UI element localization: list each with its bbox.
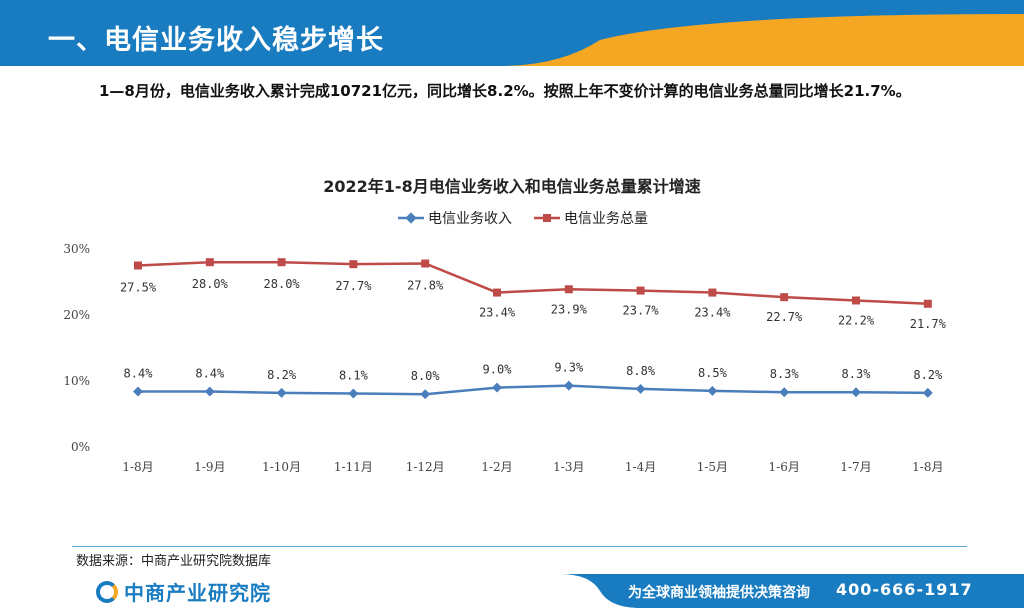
y-tick-label: 20% <box>63 308 90 322</box>
logo-mark-icon <box>96 580 118 603</box>
series-line-revenue <box>138 384 928 396</box>
data-label: 23.4% <box>479 306 516 320</box>
data-label: 8.4% <box>195 367 225 381</box>
data-label: 28.0% <box>192 277 229 291</box>
data-label: 22.7% <box>766 310 803 324</box>
intro-paragraph: 1—8月份，电信业务收入累计完成10721亿元，同比增长8.2%。按照上年不变价… <box>99 82 911 100</box>
y-tick-label: 10% <box>63 374 90 388</box>
header-background <box>0 0 1024 66</box>
data-label: 22.2% <box>838 313 875 327</box>
x-tick-label: 1-3月 <box>553 460 584 474</box>
data-label: 27.5% <box>120 281 157 295</box>
data-label: 8.3% <box>842 367 872 381</box>
data-point <box>564 285 573 294</box>
data-label: 8.2% <box>267 368 297 382</box>
x-tick-label: 1-12月 <box>406 460 445 474</box>
data-point <box>134 261 142 270</box>
data-point <box>707 385 718 396</box>
chart-legend: 电信业务收入 电信业务总量 <box>398 211 648 227</box>
data-point <box>922 387 933 398</box>
data-label: 27.8% <box>407 279 444 293</box>
x-tick-label: 1-10月 <box>262 460 301 474</box>
logo-text: 中商产业研究院 <box>124 581 271 605</box>
data-label: 27.7% <box>335 279 372 293</box>
data-label: 23.9% <box>551 302 588 316</box>
data-point <box>277 258 286 267</box>
line-chart: 2022年1-8月电信业务收入和电信业务总量累计增速 电信业务收入 电信业务总量… <box>63 177 947 474</box>
x-tick-label: 1-4月 <box>625 460 656 474</box>
data-label: 8.5% <box>698 366 728 380</box>
x-tick-label: 1-8月 <box>912 460 943 474</box>
x-tick-label: 1-11月 <box>334 460 373 474</box>
data-point <box>851 387 861 398</box>
data-point <box>779 387 790 398</box>
legend-marker-revenue <box>405 212 417 224</box>
data-label: 9.0% <box>483 363 513 377</box>
data-point <box>708 288 717 297</box>
data-point <box>348 388 359 399</box>
data-label: 23.4% <box>694 306 731 320</box>
data-point <box>205 258 214 267</box>
data-label: 8.2% <box>913 368 943 382</box>
data-point <box>420 389 431 400</box>
data-point <box>635 383 646 394</box>
y-tick-label: 30% <box>63 242 90 256</box>
footer-banner <box>0 574 1024 608</box>
x-tick-label: 1-8月 <box>122 460 153 474</box>
footer-divider <box>72 546 967 547</box>
slogan: 为全球商业领袖提供决策咨询 <box>628 585 810 601</box>
x-tick-label: 1-6月 <box>769 460 800 474</box>
plot-area: 8.4% 8.4% 8.2% 8.1% 8.0% 9.0% 9.3% 8.8% 8.5% 8.3%… <box>120 258 947 400</box>
data-label: 23.7% <box>623 304 660 318</box>
series-line-volume <box>137 260 928 306</box>
data-label: 8.4% <box>124 367 154 381</box>
x-tick-label: 1-9月 <box>194 460 225 474</box>
y-tick-label: 0% <box>71 440 90 454</box>
data-point <box>636 286 645 295</box>
data-label: 8.0% <box>411 369 441 383</box>
x-tick-label: 1-2月 <box>481 460 512 474</box>
legend-label-volume: 电信业务总量 <box>564 211 648 227</box>
data-point <box>276 387 287 398</box>
data-point <box>349 260 358 269</box>
data-point <box>492 382 502 393</box>
data-label: 8.3% <box>770 367 800 381</box>
chart-title: 2022年1-8月电信业务收入和电信业务总量累计增速 <box>323 177 700 196</box>
data-point <box>133 386 143 397</box>
x-tick-label: 1-5月 <box>697 460 728 474</box>
header-banner: 一、电信业务收入稳步增长 <box>0 0 1024 66</box>
legend-label-revenue: 电信业务收入 <box>428 211 512 227</box>
data-point <box>493 288 501 297</box>
data-source: 数据来源：中商产业研究院数据库 <box>76 554 272 569</box>
data-point <box>204 386 215 397</box>
data-point <box>852 296 860 305</box>
data-point <box>923 299 932 308</box>
data-label: 8.8% <box>626 364 656 378</box>
data-point <box>563 380 574 391</box>
data-label: 9.3% <box>554 361 584 375</box>
data-label: 21.7% <box>910 317 947 331</box>
data-label: 28.0% <box>264 277 301 291</box>
footer-background <box>0 574 1024 608</box>
y-axis: 0% 10% 20% 30% <box>63 242 90 454</box>
page-title: 一、电信业务收入稳步增长 <box>48 25 384 56</box>
company-logo: 中商产业研究院 <box>96 577 271 606</box>
data-point <box>780 293 789 302</box>
data-point <box>421 259 430 268</box>
data-label: 8.1% <box>339 369 369 383</box>
legend-marker-volume <box>543 214 551 222</box>
phone-number: 400-666-1917 <box>836 580 973 599</box>
x-tick-label: 1-7月 <box>840 460 871 474</box>
x-axis: 1-8月 1-9月 1-10月 1-11月 1-12月 1-2月 1-3月 1-4月 1-5月 1… <box>122 460 943 474</box>
